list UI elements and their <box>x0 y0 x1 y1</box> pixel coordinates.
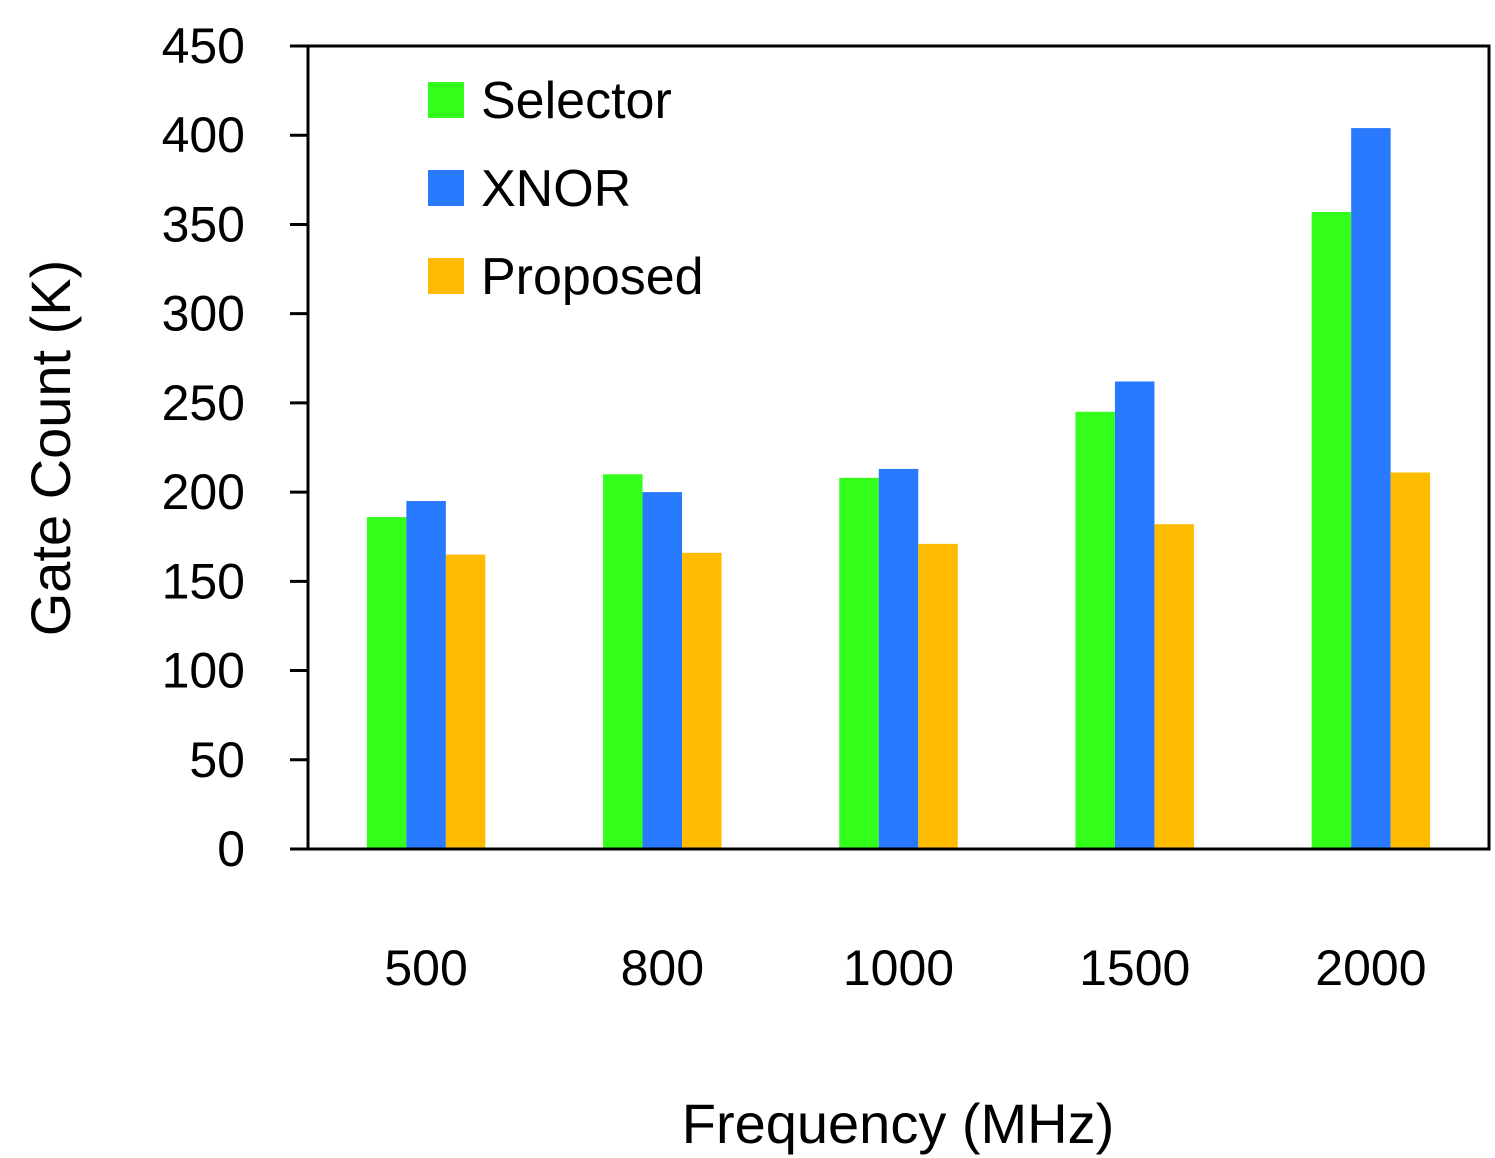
bar-proposed-2000 <box>1390 472 1431 849</box>
bar-proposed-500 <box>445 554 486 849</box>
legend-label-selector: Selector <box>481 72 672 130</box>
y-tick-label-200: 200 <box>162 464 245 520</box>
bars-group <box>366 128 1431 849</box>
bar-selector-1500 <box>1075 411 1115 849</box>
legend-swatch-xnor <box>428 170 464 206</box>
y-tick-label-400: 400 <box>162 107 245 163</box>
bar-proposed-1500 <box>1154 524 1194 849</box>
y-axis-title: Gate Count (K) <box>19 260 82 637</box>
axes-group: 500 800 1000 1500 2000 0 50 100 150 200 250 300 350 4… <box>162 18 1491 996</box>
bar-selector-1000 <box>839 477 879 849</box>
bar-xnor-800 <box>642 492 683 849</box>
bar-xnor-1500 <box>1114 381 1155 849</box>
bar-proposed-1000 <box>918 543 958 849</box>
legend-label-xnor: XNOR <box>481 160 631 218</box>
x-tick-label-500: 500 <box>384 940 467 996</box>
y-tick-label-300: 300 <box>162 286 245 342</box>
x-tick-label-1500: 1500 <box>1079 940 1190 996</box>
bar-selector-800 <box>603 474 643 849</box>
x-tick-label-2000: 2000 <box>1315 940 1426 996</box>
bar-xnor-500 <box>406 501 446 849</box>
y-tick-label-450: 450 <box>162 18 245 74</box>
bar-proposed-800 <box>682 552 722 849</box>
bar-xnor-2000 <box>1351 128 1391 849</box>
plot-frame <box>306 44 1491 851</box>
legend-swatch-proposed <box>428 258 464 294</box>
bar-selector-500 <box>366 517 407 849</box>
legend: Selector XNOR Proposed <box>428 72 704 306</box>
x-tick-label-1000: 1000 <box>843 940 954 996</box>
y-tick-label-350: 350 <box>162 196 245 252</box>
bar-xnor-1000 <box>878 468 919 849</box>
y-tick-label-100: 100 <box>162 643 245 699</box>
legend-label-proposed: Proposed <box>481 248 704 306</box>
y-tick-label-50: 50 <box>189 732 245 788</box>
y-tick-label-0: 0 <box>217 821 245 877</box>
x-axis-title: Frequency (MHz) <box>682 1092 1115 1155</box>
legend-swatch-selector <box>428 82 464 118</box>
x-tick-label-800: 800 <box>621 940 704 996</box>
bar-selector-2000 <box>1311 211 1352 849</box>
y-tick-label-150: 150 <box>162 553 245 609</box>
y-tick-label-250: 250 <box>162 375 245 431</box>
